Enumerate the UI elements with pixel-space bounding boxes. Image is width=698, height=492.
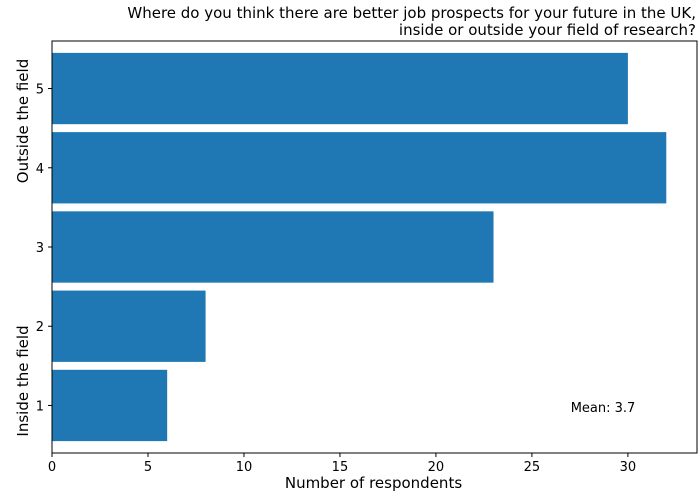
mean-annotation: Mean: 3.7 bbox=[571, 401, 636, 416]
bar-3 bbox=[52, 211, 494, 283]
x-tick-label: 5 bbox=[144, 460, 152, 475]
y-tick-label: 1 bbox=[36, 399, 44, 414]
x-tick-label: 10 bbox=[236, 460, 253, 475]
y-tick-label: 3 bbox=[36, 241, 44, 256]
chart-title-line-2: inside or outside your field of research… bbox=[399, 21, 696, 39]
y-axis-label-inside: Inside the field bbox=[14, 325, 32, 436]
bar-5 bbox=[52, 52, 628, 125]
chart-title-line-1: Where do you think there are better job … bbox=[127, 4, 696, 22]
chart-title: Where do you think there are better job … bbox=[127, 4, 696, 39]
x-tick-label: 30 bbox=[620, 460, 637, 475]
x-tick-label: 15 bbox=[332, 460, 349, 475]
bar-1 bbox=[52, 369, 168, 442]
y-tick-label: 5 bbox=[36, 83, 44, 98]
y-tick-label: 4 bbox=[36, 162, 44, 177]
y-axis-label-outside: Outside the field bbox=[14, 59, 32, 183]
bars-group bbox=[52, 52, 667, 442]
x-tick-label: 20 bbox=[428, 460, 445, 475]
bar-2 bbox=[52, 290, 206, 362]
x-tick-label: 0 bbox=[48, 460, 56, 475]
x-axis: 0 5 10 15 20 25 30 bbox=[48, 453, 636, 475]
y-axis: 1 2 3 4 5 bbox=[36, 83, 52, 414]
bar-4 bbox=[52, 132, 667, 204]
x-tick-label: 25 bbox=[524, 460, 541, 475]
x-axis-label: Number of respondents bbox=[285, 474, 462, 492]
y-tick-label: 2 bbox=[36, 320, 44, 335]
